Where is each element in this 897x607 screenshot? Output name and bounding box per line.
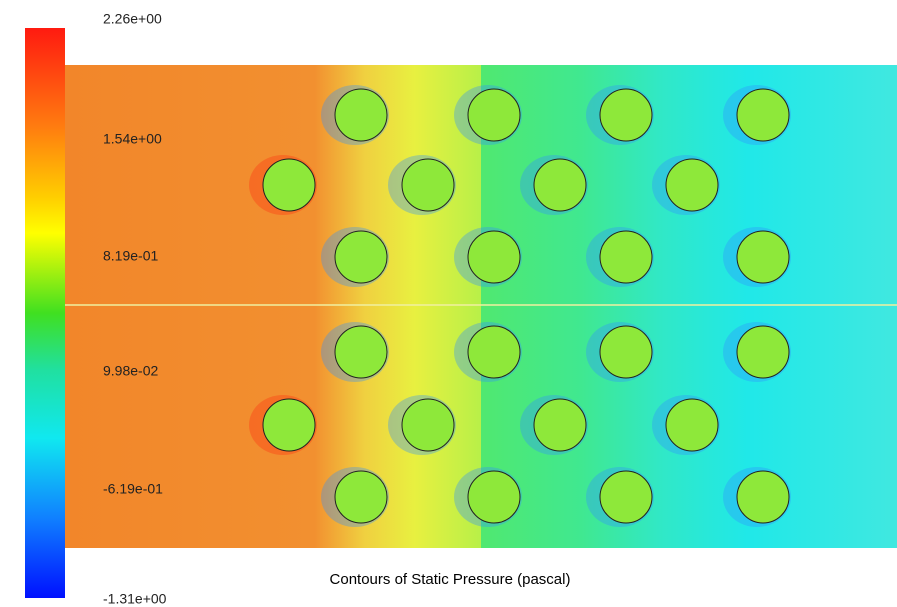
tube bbox=[334, 325, 388, 379]
colorbar-label: -1.31e+00 bbox=[103, 591, 167, 607]
tube bbox=[467, 88, 521, 142]
tube bbox=[599, 88, 653, 142]
tube bbox=[334, 88, 388, 142]
tube bbox=[533, 158, 587, 212]
tube bbox=[665, 158, 719, 212]
colorbar-labels: 2.26e+00 1.54e+00 8.19e-01 9.98e-02 -6.19e-0… bbox=[103, 11, 167, 607]
colorbar-label: 1.54e+00 bbox=[103, 131, 162, 147]
colorbar-label: 9.98e-02 bbox=[103, 363, 158, 379]
tube bbox=[599, 325, 653, 379]
tube bbox=[262, 158, 316, 212]
colorbar-label: 8.19e-01 bbox=[103, 248, 158, 264]
tube bbox=[334, 230, 388, 284]
tubes bbox=[249, 85, 791, 527]
colorbar-label: 2.26e+00 bbox=[103, 11, 162, 27]
tube bbox=[401, 158, 455, 212]
tube bbox=[736, 88, 790, 142]
tube bbox=[599, 230, 653, 284]
tube bbox=[736, 470, 790, 524]
tube bbox=[665, 398, 719, 452]
colorbar-label: -6.19e-01 bbox=[103, 481, 163, 497]
tube bbox=[467, 230, 521, 284]
tube bbox=[533, 398, 587, 452]
tube bbox=[736, 325, 790, 379]
tube bbox=[401, 398, 455, 452]
tube bbox=[599, 470, 653, 524]
caption: Contours of Static Pressure (pascal) bbox=[330, 571, 571, 588]
tube bbox=[467, 470, 521, 524]
contour-field bbox=[65, 65, 897, 548]
tube bbox=[262, 398, 316, 452]
tube bbox=[467, 325, 521, 379]
tube bbox=[334, 470, 388, 524]
colorbar bbox=[25, 28, 65, 598]
tube bbox=[736, 230, 790, 284]
